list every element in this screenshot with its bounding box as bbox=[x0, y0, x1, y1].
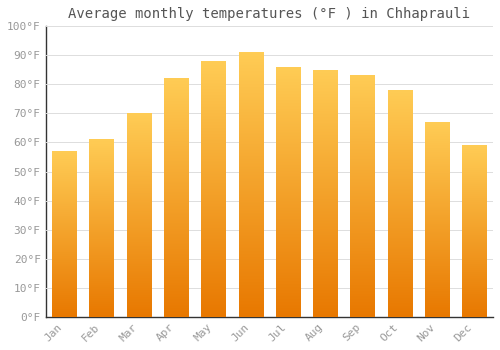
Title: Average monthly temperatures (°F ) in Chhaprauli: Average monthly temperatures (°F ) in Ch… bbox=[68, 7, 470, 21]
